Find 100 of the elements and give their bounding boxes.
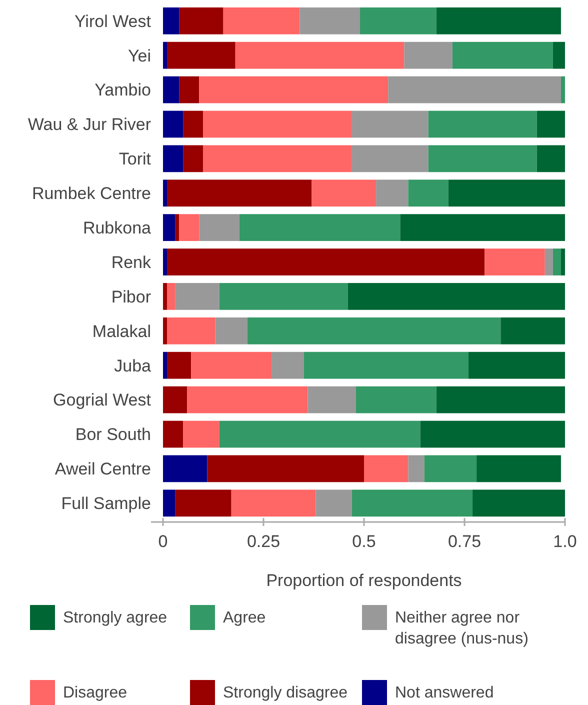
bar [223,7,300,34]
bar [163,352,168,379]
bar [360,7,436,34]
bar [536,110,565,138]
y-tick-label: Yirol West [74,12,152,31]
bar [199,76,388,104]
bar [163,386,188,414]
bar [536,145,565,172]
y-tick-label: Renk [111,252,152,272]
bar [247,317,501,344]
legend-label: Neither agree nor disagree (nus-nus) [395,610,528,648]
y-tick-label: Rumbek Centre [32,184,151,204]
bar [452,42,553,69]
bar [484,248,545,276]
bar [163,7,180,34]
bar [163,490,176,517]
bar [272,352,304,379]
bar [436,386,565,414]
bar [191,352,272,379]
bar [476,455,561,482]
bar [352,110,428,138]
bar [408,180,448,207]
bar [560,76,565,104]
bar [215,317,248,344]
bar [179,214,200,241]
bar [175,214,180,241]
x-tick-label: 0 [158,532,168,551]
bar [300,7,360,34]
bar [163,455,208,482]
bar [163,420,184,448]
bar [167,283,176,310]
bar [167,248,485,276]
legend-label: Disagree [63,684,128,702]
y-tick-label: Pibor [111,287,152,306]
bar [376,180,408,207]
bar [356,386,436,414]
bar [163,145,184,172]
bar [167,180,312,207]
y-tick-label: Wau & Jur River [28,115,152,134]
bar [560,248,565,276]
bar [404,42,452,69]
y-tick-label: Juba [114,356,152,376]
bar [167,42,236,69]
bar [231,490,316,517]
bar [500,317,565,344]
bar [175,283,220,310]
bar [167,317,216,344]
bar [400,214,565,241]
bar [235,42,404,69]
bar [179,7,224,34]
bar [544,248,553,276]
bar [207,455,364,482]
bar [187,386,308,414]
y-tick-label: Gogrial West [53,390,152,410]
bar [163,180,168,207]
bar [304,352,469,379]
y-tick-label: Yei [128,46,151,66]
bar [163,110,184,138]
y-tick-label: Malakal [92,322,151,341]
legend-label: Not answered [395,684,494,702]
y-tick-label: Bor South [75,425,151,444]
bar [420,420,565,448]
x-tick-label: 1.0 [553,532,577,551]
bar [388,76,561,104]
bar [352,145,428,172]
bar [316,490,352,517]
x-tick-label: 0.75 [448,532,482,551]
bar [424,455,477,482]
bar [468,352,565,379]
bar [312,180,376,207]
bar [163,248,168,276]
y-tick-label: Rubkona [82,218,152,238]
bar [552,248,561,276]
bar [203,110,352,138]
bar [203,145,352,172]
bar [408,455,424,482]
legend-label: Agree [223,610,266,627]
bar [183,420,220,448]
bar [308,386,356,414]
bar [239,214,400,241]
bar [348,283,565,310]
bar [428,145,537,172]
y-tick-label: Yambio [94,80,151,100]
bar [163,76,180,104]
bar [163,317,168,344]
bar [552,42,565,69]
x-tick-label: 0.25 [246,532,280,551]
bar [183,110,204,138]
bar [219,420,420,448]
bar [167,352,192,379]
bar [352,490,473,517]
bar [436,7,561,34]
bar [428,110,537,138]
bar [183,145,204,172]
x-axis-title: Proportion of respondents [266,571,462,590]
bar [179,76,200,104]
bar [448,180,565,207]
bar [472,490,565,517]
y-tick-label: Aweil Centre [54,460,151,479]
bar [199,214,240,241]
